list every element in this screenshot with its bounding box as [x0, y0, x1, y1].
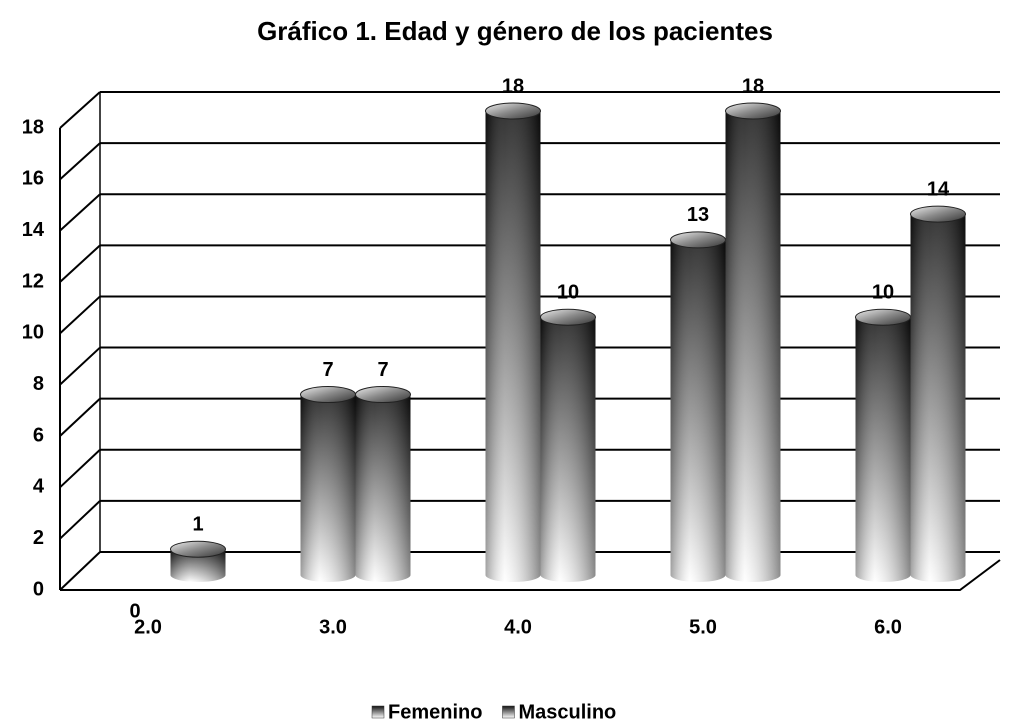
bar-top — [725, 102, 781, 120]
x-tick-label: 4.0 — [504, 616, 532, 638]
bar-shade — [725, 111, 781, 582]
bar-shade — [540, 317, 596, 582]
data-label: 14 — [927, 178, 950, 200]
bar — [670, 231, 726, 582]
data-label: 10 — [872, 282, 894, 304]
bar-top — [910, 205, 966, 223]
tick-mark — [59, 193, 101, 232]
data-label: 7 — [377, 359, 388, 381]
bar-top — [540, 308, 596, 326]
y-tick-label: 6 — [33, 424, 44, 446]
bar-shade — [485, 111, 541, 582]
bar — [300, 386, 356, 582]
bar-top — [485, 102, 541, 120]
bar-shade — [170, 549, 226, 582]
y-tick-label: 10 — [22, 322, 44, 344]
bar — [855, 308, 911, 582]
bar — [540, 308, 596, 582]
bar-top — [355, 386, 411, 404]
data-label: 18 — [502, 75, 524, 97]
x-tick-label: 2.0 — [134, 616, 162, 638]
tick-mark — [59, 295, 101, 335]
bar-top — [300, 386, 356, 404]
tick-mark — [59, 346, 101, 386]
y-tick-label: 0 — [33, 578, 44, 600]
data-label: 10 — [557, 282, 579, 304]
bar-top — [855, 308, 911, 326]
tick-mark — [59, 500, 101, 540]
chart-title: Gráfico 1. Edad y género de los paciente… — [257, 16, 773, 46]
bar-top — [670, 231, 726, 249]
floor — [60, 559, 1001, 591]
data-label: 13 — [687, 204, 709, 226]
legend-label: Masculino — [518, 701, 616, 723]
tick-mark — [59, 91, 101, 129]
bar — [485, 102, 541, 582]
bar — [725, 102, 781, 582]
bar — [910, 205, 966, 582]
bar-shade — [910, 214, 966, 582]
y-tick-label: 12 — [22, 270, 44, 292]
legend-swatch — [502, 705, 515, 719]
data-label: 18 — [742, 75, 764, 97]
data-label: 1 — [192, 514, 203, 536]
bar-top — [170, 540, 226, 558]
tick-mark — [59, 449, 101, 489]
y-tick-label: 8 — [33, 373, 44, 395]
bar-shade — [355, 394, 411, 582]
y-tick-label: 18 — [22, 116, 44, 138]
bar — [170, 540, 226, 582]
bar — [355, 386, 411, 582]
x-tick-label: 3.0 — [319, 616, 347, 638]
data-label: 0 — [129, 600, 140, 622]
tick-mark — [59, 244, 101, 283]
x-tick-label: 5.0 — [689, 616, 717, 638]
y-tick-label: 2 — [33, 527, 44, 549]
data-label: 7 — [322, 359, 333, 381]
tick-mark — [59, 142, 101, 181]
tick-mark — [59, 551, 101, 591]
legend-swatch — [371, 705, 385, 719]
tick-mark — [59, 397, 101, 437]
x-tick-label: 6.0 — [874, 616, 902, 638]
bar-shade — [300, 394, 356, 582]
legend-label: Femenino — [388, 701, 482, 723]
y-tick-label: 16 — [22, 168, 44, 190]
bar-shade — [670, 239, 726, 582]
y-tick-label: 4 — [33, 476, 45, 498]
bar-shade — [855, 317, 911, 582]
y-tick-label: 14 — [22, 219, 45, 241]
